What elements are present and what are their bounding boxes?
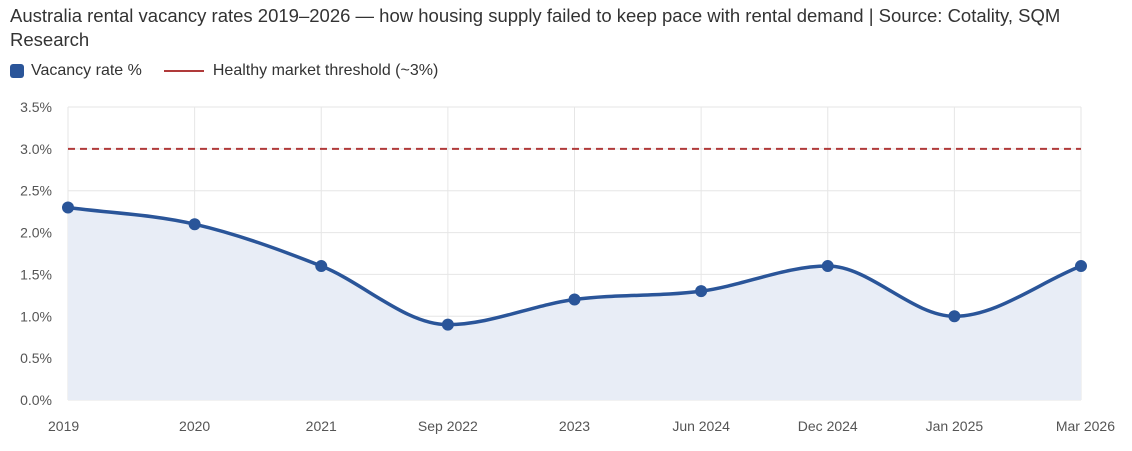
legend-label-threshold: Healthy market threshold (~3%) [212,62,439,79]
y-axis-ticks: 0.0% 0.5% 1.0% 1.5% 2.0% 2.5% 3.0% 3.5% [20,99,52,408]
legend-swatch-vacancy [10,64,24,78]
legend-item-vacancy[interactable]: Vacancy rate % [10,62,142,80]
x-tick-label: Jan 2025 [926,418,984,434]
chart-title: Australia rental vacancy rates 2019–2026… [10,5,1061,50]
data-point [948,310,961,323]
y-tick-label: 1.0% [20,308,52,324]
x-axis-ticks: 2019 2020 2021 Sep 2022 2023 Jun 2024 Dec 2024… [48,418,1115,434]
y-tick-label: 2.0% [20,225,52,241]
data-point [695,285,708,298]
y-tick-label: 0.5% [20,350,52,366]
legend-item-threshold[interactable]: Healthy market threshold (~3%) [163,62,439,80]
data-point [441,318,454,331]
data-point [821,260,834,273]
data-point [188,218,201,231]
data-points [62,201,1087,331]
data-point [1075,260,1087,273]
legend-swatch-threshold [163,70,204,72]
x-tick-label: 2021 [306,418,337,434]
x-tick-label: 2019 [48,418,79,434]
y-tick-label: 3.0% [20,141,52,157]
y-tick-label: 3.5% [20,99,52,115]
y-tick-label: 1.5% [20,266,52,282]
y-tick-label: 0.0% [20,392,52,408]
x-tick-label: 2023 [559,418,590,434]
y-tick-label: 2.5% [20,183,52,199]
data-point [62,201,74,214]
data-point [568,293,581,306]
x-tick-label: Sep 2022 [418,418,478,434]
legend-label-vacancy: Vacancy rate % [31,62,142,79]
x-tick-label: 2020 [179,418,210,434]
data-point [315,260,328,273]
chart-legend: Vacancy rate % Healthy market threshold … [10,60,460,82]
x-tick-label: Dec 2024 [798,418,858,434]
x-tick-label: Jun 2024 [672,418,730,434]
x-tick-label: Mar 2026 [1056,418,1115,434]
